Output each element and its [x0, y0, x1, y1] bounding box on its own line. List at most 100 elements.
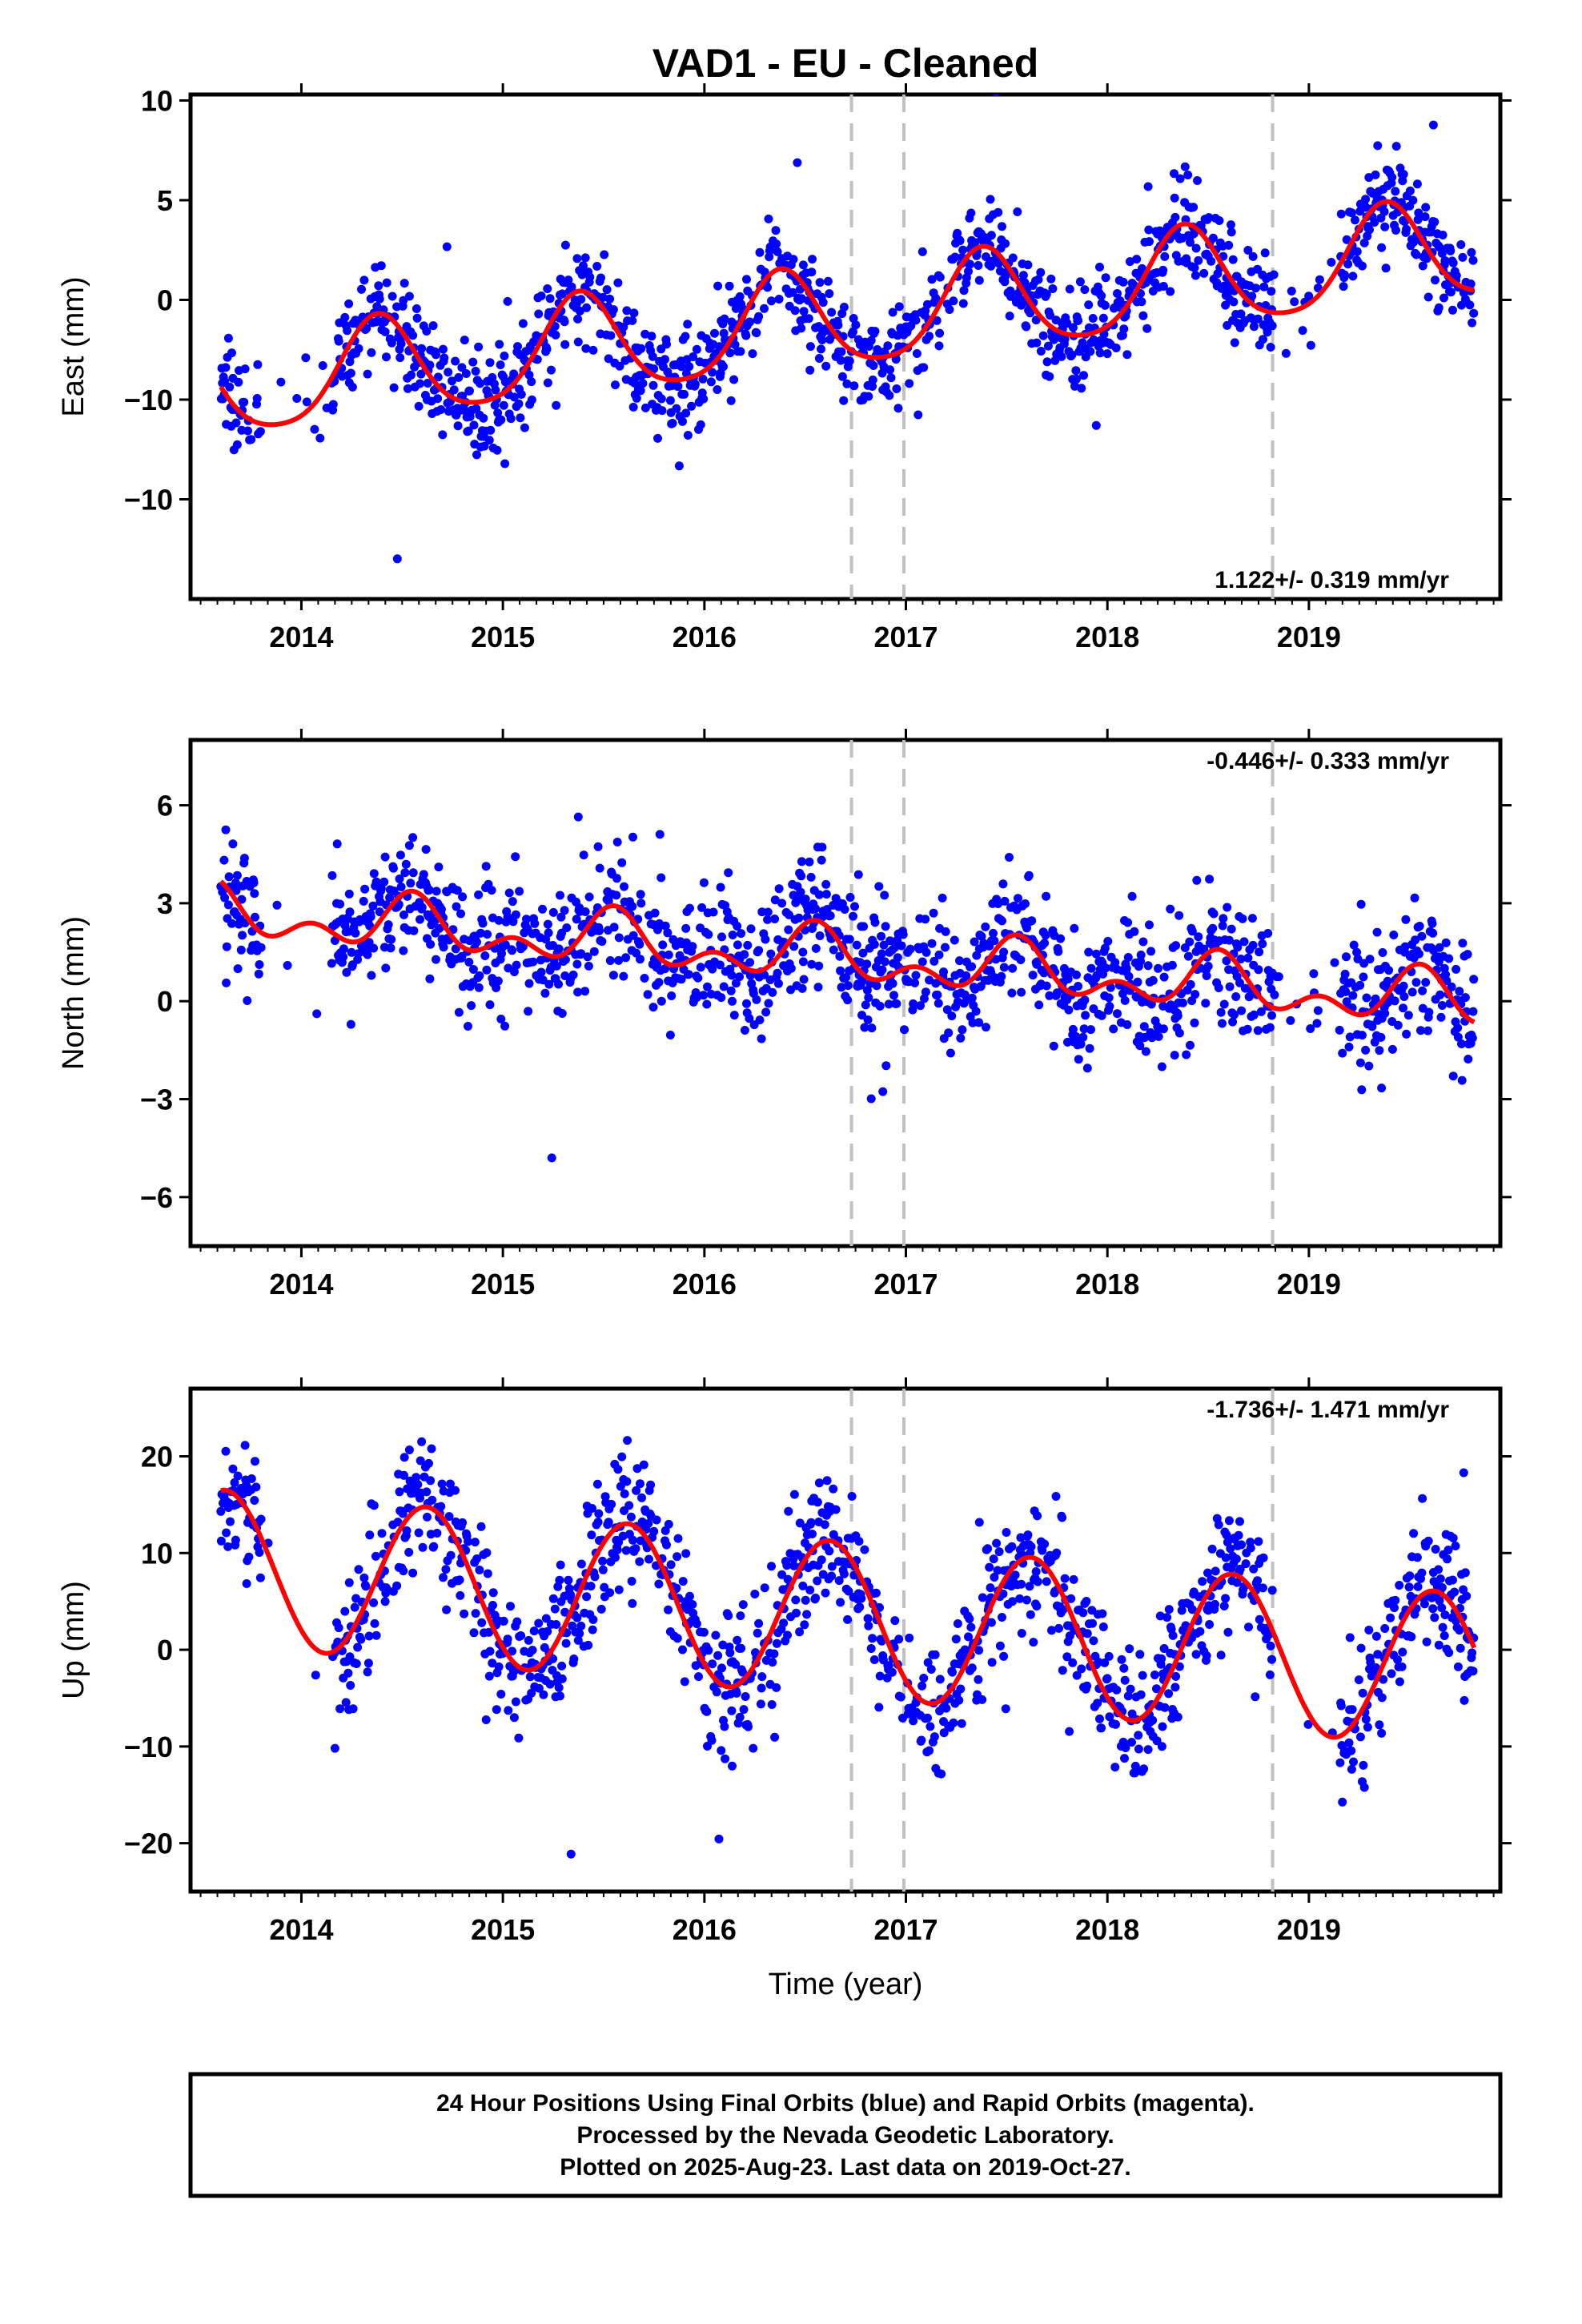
observation-point	[1415, 949, 1423, 959]
observation-point	[1074, 1055, 1083, 1064]
observation-point	[1253, 314, 1263, 324]
observation-point	[292, 394, 302, 403]
observation-point	[581, 344, 591, 353]
observation-point	[231, 879, 240, 888]
observation-point	[879, 940, 889, 950]
observation-point	[779, 1618, 789, 1628]
observation-point	[1237, 1006, 1247, 1015]
observation-point	[1358, 1031, 1367, 1040]
observation-point	[713, 385, 722, 394]
observation-point	[1441, 938, 1451, 947]
observation-point	[767, 296, 776, 306]
observation-point	[1389, 931, 1399, 939]
observation-point	[1154, 1031, 1163, 1041]
observation-point	[371, 877, 381, 887]
observation-point	[573, 337, 583, 347]
observation-point	[1431, 1545, 1440, 1554]
observation-point	[773, 968, 782, 978]
observation-point	[1216, 1651, 1226, 1660]
observation-point	[1227, 227, 1236, 237]
observation-point	[620, 882, 628, 891]
observation-point	[1079, 371, 1088, 380]
observation-point	[426, 1476, 436, 1486]
observation-point	[956, 1684, 966, 1694]
observation-point	[900, 1025, 909, 1035]
observation-point	[889, 991, 898, 1000]
observation-point	[1439, 293, 1448, 303]
observation-point	[1413, 215, 1423, 224]
observation-point	[888, 979, 897, 988]
observation-point	[509, 1713, 519, 1723]
observation-point	[964, 267, 973, 276]
observation-point	[1183, 951, 1193, 961]
observation-point	[451, 356, 460, 366]
observation-point	[1041, 931, 1050, 940]
observation-point	[219, 855, 229, 865]
observation-point	[1130, 1768, 1140, 1778]
observation-point	[255, 1548, 264, 1557]
observation-point	[1443, 1554, 1452, 1564]
observation-point	[363, 369, 372, 379]
observation-point	[399, 1566, 408, 1576]
observation-point	[1315, 275, 1324, 284]
observation-point	[942, 1005, 952, 1015]
observation-point	[579, 850, 588, 860]
observation-point	[1046, 274, 1056, 283]
observation-point	[982, 1023, 990, 1032]
observation-point	[1356, 899, 1366, 909]
observation-point	[438, 430, 448, 440]
observation-point	[379, 877, 389, 887]
observation-point	[777, 1570, 787, 1579]
observation-point	[890, 943, 900, 952]
observation-point	[1026, 1542, 1036, 1551]
observation-point	[572, 254, 582, 263]
observation-point	[744, 1722, 753, 1731]
observation-point	[1066, 1594, 1076, 1603]
observation-point	[363, 1659, 373, 1668]
observation-point	[255, 960, 264, 969]
observation-point	[862, 959, 872, 969]
observation-point	[978, 1593, 987, 1602]
observation-point	[1259, 282, 1269, 292]
observation-point	[657, 406, 667, 416]
observation-point	[1111, 1719, 1120, 1729]
observation-point	[1028, 971, 1038, 980]
observation-point	[1042, 981, 1051, 991]
observation-point	[1448, 1575, 1457, 1585]
observation-point	[1304, 292, 1314, 301]
observation-point	[1232, 1578, 1242, 1587]
chart-title: VAD1 - EU - Cleaned	[652, 41, 1039, 86]
footer-line-1: 24 Hour Positions Using Final Orbits (bl…	[436, 2090, 1255, 2117]
observation-point	[1309, 969, 1319, 979]
observation-point	[1008, 963, 1018, 973]
observation-point	[422, 1487, 432, 1497]
observation-point	[1068, 1024, 1078, 1034]
observation-point	[713, 1651, 723, 1660]
observation-point	[310, 424, 319, 434]
observation-point	[369, 1501, 379, 1510]
observation-point	[892, 384, 901, 393]
observation-point	[995, 1641, 1005, 1651]
observation-point	[360, 884, 370, 894]
observation-point	[605, 956, 615, 965]
observation-point	[1100, 300, 1110, 310]
observation-point	[1338, 1048, 1347, 1058]
observation-point	[854, 1537, 864, 1546]
observation-point	[613, 1465, 623, 1474]
observation-point	[1024, 870, 1034, 880]
observation-point	[1342, 235, 1351, 244]
observation-point	[677, 975, 686, 984]
observation-point	[1443, 1546, 1453, 1554]
observation-point	[608, 971, 618, 980]
observation-point	[434, 862, 444, 872]
observation-point	[721, 1754, 730, 1763]
observation-point	[225, 382, 235, 392]
observation-point	[552, 1620, 561, 1629]
observation-point	[301, 353, 311, 363]
observation-point	[740, 950, 749, 959]
observation-point	[1017, 1629, 1026, 1638]
observation-point	[1199, 268, 1209, 278]
observation-point	[453, 421, 463, 431]
observation-point	[1152, 1684, 1161, 1694]
observation-point	[1306, 1024, 1315, 1033]
